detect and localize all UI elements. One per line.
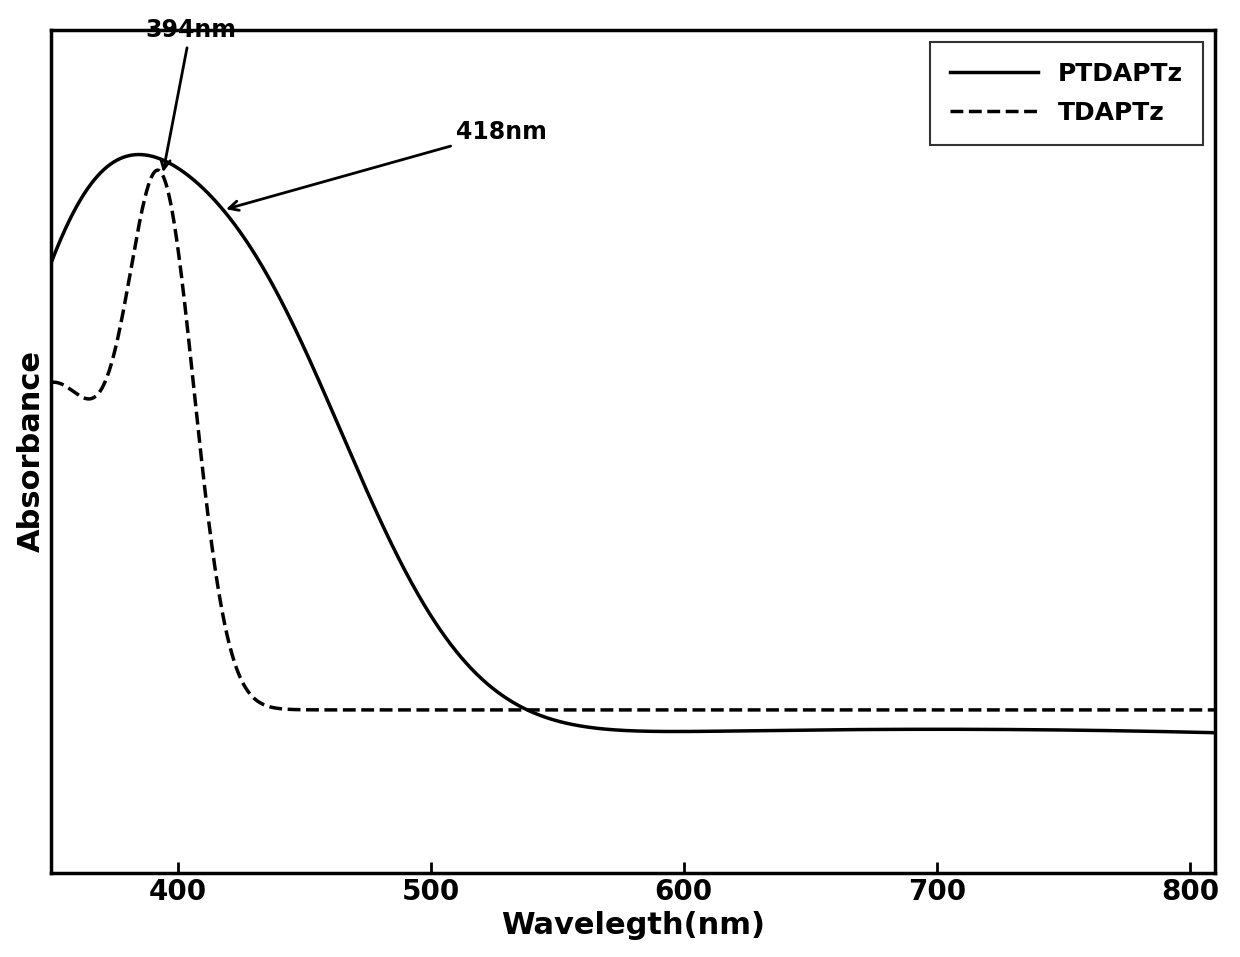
PTDAPTz [131,148,146,160]
Line: TDAPTz: TDAPTz [51,170,1215,710]
TDAPTz [246,692,260,703]
TDAPTz [1060,704,1075,716]
Line: PTDAPTz: PTDAPTz [51,154,1215,733]
PTDAPTz [1208,727,1223,739]
PTDAPTz [491,686,506,698]
Text: 418nm: 418nm [229,120,547,211]
Legend: PTDAPTz, TDAPTz: PTDAPTz, TDAPTz [930,42,1203,145]
TDAPTz [491,704,506,716]
TDAPTz [594,704,609,716]
Y-axis label: Absorbance: Absorbance [16,350,46,552]
PTDAPTz [1060,724,1075,736]
PTDAPTz [541,713,556,724]
X-axis label: Wavelegth(nm): Wavelegth(nm) [501,911,765,941]
TDAPTz [43,377,58,389]
Text: 394nm: 394nm [145,18,236,169]
TDAPTz [150,165,165,176]
TDAPTz [1208,704,1223,716]
PTDAPTz [177,167,192,178]
PTDAPTz [246,246,260,257]
PTDAPTz [1185,726,1200,738]
PTDAPTz [43,256,58,268]
TDAPTz [1185,704,1200,716]
TDAPTz [177,295,192,306]
TDAPTz [541,704,556,716]
